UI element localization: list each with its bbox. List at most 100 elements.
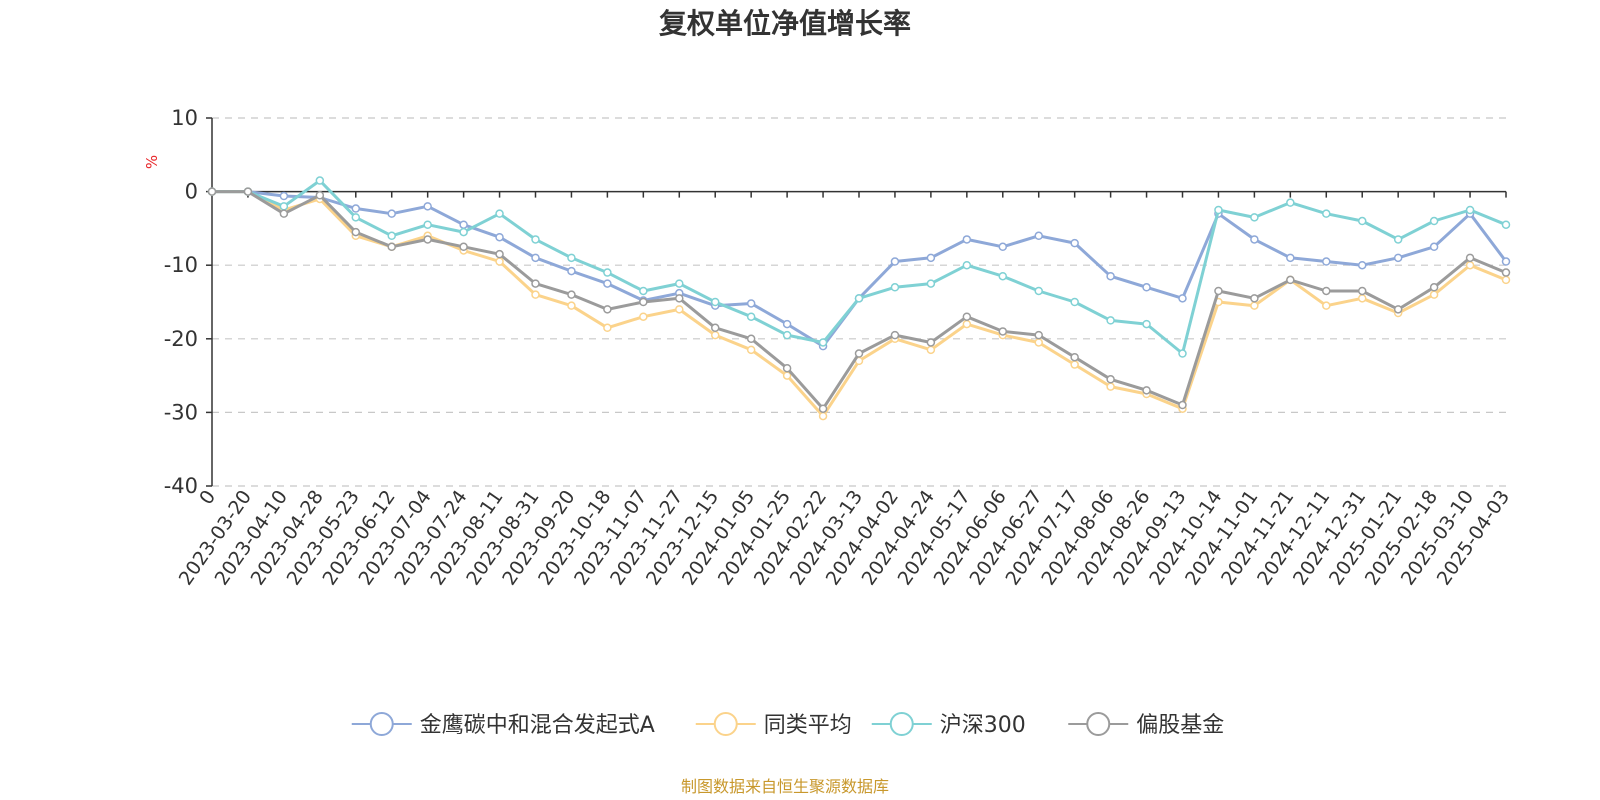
- legend-label: 同类平均: [764, 713, 852, 738]
- data-point: [1070, 238, 1079, 248]
- data-point: [1250, 235, 1259, 244]
- data-point: [1178, 400, 1187, 410]
- data-point: [279, 202, 289, 211]
- legend-item[interactable]: 偏股基金: [1068, 712, 1224, 738]
- data-point: [495, 232, 504, 242]
- data-point: [387, 242, 396, 252]
- legend-item[interactable]: 同类平均: [695, 712, 852, 738]
- data-point: [1286, 275, 1295, 285]
- data-point: [962, 235, 972, 244]
- data-point: [279, 209, 289, 218]
- legend[interactable]: 金鹰碳中和混合发起式A 同类平均 沪深300 偏股基金: [351, 712, 1225, 738]
- data-point: [1393, 305, 1403, 314]
- data-point: [1322, 209, 1331, 218]
- data-point: [351, 204, 361, 213]
- data-point: [710, 297, 720, 307]
- data-point: [782, 363, 792, 373]
- data-point: [1393, 235, 1403, 244]
- series-line: [212, 179, 1507, 355]
- data-point: [962, 260, 972, 270]
- legend-label: 偏股基金: [1136, 713, 1224, 738]
- data-point: [1393, 253, 1403, 263]
- data-point: [926, 253, 936, 263]
- data-point: [998, 271, 1008, 281]
- data-point: [675, 279, 684, 288]
- data-point: [675, 305, 684, 314]
- series-line: [212, 190, 1508, 348]
- data-point: [1250, 213, 1259, 222]
- data-source: 制图数据来自恒生聚源数据库: [681, 777, 889, 796]
- data-point: [1250, 301, 1259, 310]
- data-point: [1465, 205, 1475, 215]
- x-axis-ticks: 02023-03-202023-04-102023-04-282023-05-2…: [175, 191, 1514, 589]
- data-point: [603, 305, 612, 314]
- data-point: [1214, 205, 1223, 215]
- data-point: [639, 286, 648, 296]
- data-point: [854, 349, 864, 358]
- data-point: [1501, 220, 1511, 229]
- data-point: [495, 249, 504, 259]
- data-point: [1034, 231, 1043, 241]
- y-axis-unit: %: [143, 155, 161, 169]
- data-point: [603, 268, 612, 277]
- data-point: [531, 290, 540, 299]
- data-point: [351, 227, 361, 237]
- data-point: [315, 191, 325, 200]
- data-point: [890, 283, 900, 292]
- data-point: [1357, 216, 1367, 226]
- data-point: [782, 330, 792, 340]
- y-axis-ticks: 10 0 -10 -20 -30 -40: [164, 106, 212, 498]
- data-point: [1501, 268, 1511, 277]
- data-point: [603, 279, 612, 288]
- legend-marker-icon: [1086, 712, 1111, 736]
- data-point: [998, 242, 1008, 252]
- data-point: [423, 220, 432, 229]
- data-point: [1501, 275, 1511, 285]
- data-point: [243, 187, 253, 196]
- data-point: [746, 312, 756, 321]
- data-point: [926, 338, 936, 347]
- data-point: [459, 227, 468, 237]
- y-tick-label: -10: [164, 253, 198, 277]
- data-point: [1214, 286, 1223, 296]
- data-point: [1034, 338, 1043, 347]
- data-point: [387, 209, 396, 218]
- data-point: [567, 266, 576, 276]
- data-point: [531, 253, 540, 263]
- data-point: [1034, 330, 1043, 340]
- data-point: [1465, 260, 1475, 270]
- data-point: [1429, 290, 1439, 299]
- series-line: [212, 190, 1507, 418]
- data-point: [998, 327, 1008, 336]
- data-point: [746, 299, 756, 308]
- legend-label: 沪深300: [940, 713, 1026, 738]
- legend-marker-icon: [889, 712, 914, 736]
- data-point: [1142, 283, 1151, 292]
- data-point: [818, 338, 828, 347]
- data-point: [890, 257, 900, 266]
- data-point: [890, 330, 900, 340]
- data-point: [639, 312, 648, 321]
- data-point: [1106, 316, 1115, 325]
- data-point: [1106, 382, 1115, 391]
- data-point: [854, 294, 864, 303]
- data-point: [1178, 349, 1187, 358]
- data-point: [207, 187, 217, 196]
- data-point: [639, 297, 648, 307]
- data-point: [1070, 360, 1079, 369]
- data-point: [1429, 242, 1439, 252]
- data-point: [1070, 297, 1079, 307]
- data-point: [1250, 294, 1259, 303]
- data-point: [423, 235, 432, 244]
- legend-item[interactable]: 沪深300: [871, 712, 1026, 738]
- data-point: [567, 253, 576, 263]
- y-tick-label: 10: [171, 106, 198, 130]
- data-point: [531, 279, 540, 288]
- data-point: [1465, 253, 1475, 263]
- data-point: [710, 323, 720, 333]
- data-point: [1178, 294, 1187, 303]
- y-tick-label: -40: [164, 474, 198, 498]
- data-point: [459, 220, 468, 229]
- legend-item[interactable]: 金鹰碳中和混合发起式A: [351, 712, 655, 738]
- data-point: [1142, 319, 1151, 329]
